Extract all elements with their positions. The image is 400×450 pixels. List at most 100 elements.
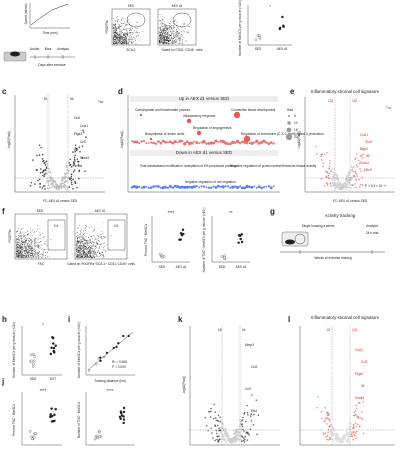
flow-event [89,246,91,248]
flow-event [89,250,90,252]
scatter-dot [339,188,341,190]
flow-event [158,36,160,38]
term-dot [243,186,247,190]
flow-event [164,39,165,41]
flow-event [92,241,93,242]
flow-event [27,254,29,256]
flow-event [160,34,162,35]
scatter-dot [40,146,42,149]
flow-event [21,228,22,230]
flow-event [83,252,85,254]
flow-event [80,234,82,235]
flow-event [36,230,38,232]
term-dot [198,142,201,145]
flow-event [113,32,115,34]
term-dot [200,185,203,188]
flow-event [116,43,117,44]
term-dot [161,186,165,190]
flow-event [27,248,29,250]
flow-event [27,244,28,245]
flow-event [28,240,30,241]
term-dot [245,184,249,189]
significance: **** [168,210,175,215]
flow-event [175,41,177,42]
flow-event [78,242,79,244]
flow-event [91,242,92,244]
scatter-dot [215,432,218,435]
scatter-dot [212,437,214,439]
flow-event [133,37,135,38]
scatter-dot [65,173,67,175]
flow-event [23,255,25,257]
label: EXT [50,377,56,381]
flow-event [115,24,116,26]
sample-dot [281,15,284,19]
flow-event [76,244,78,246]
flow-event [99,246,101,248]
flow-event [24,251,25,252]
flow-event [15,253,17,255]
flow-event [91,250,93,252]
flow-event [158,31,160,33]
term-dot [205,142,208,145]
flow-event [20,252,22,254]
flow-event [30,244,31,245]
scatter-dot [224,433,227,436]
flow-event [21,251,23,253]
scatter-dot [333,442,335,444]
flow-event [126,31,128,33]
flow-event [21,254,23,256]
scatter-dot [327,418,330,420]
scatter-dot [332,184,335,187]
flow-event [163,37,165,39]
scatter-dot [249,428,252,431]
flow-event [116,40,118,42]
flow-event [82,245,84,247]
flow-event [176,36,178,37]
flow-event [170,30,171,32]
flow-event [97,256,98,258]
flow-event [77,254,78,255]
flow-event [183,36,185,38]
flow-event [171,32,173,34]
flow-event [87,248,88,249]
scatter-dot [72,151,74,153]
scatter-dot [360,154,363,157]
term-dot [147,142,150,144]
flow-event [117,23,119,25]
label: SED [37,209,44,213]
sample-dot [99,359,102,362]
scatter-dot [219,426,222,429]
scatter-dot [354,170,357,173]
flow-event [80,231,81,232]
scatter-dot [42,185,45,187]
flow-event [93,228,95,230]
flow-event [78,252,80,253]
flow-event [30,242,32,244]
flow-event [85,236,87,238]
scatter-dot [332,176,334,178]
flow-event [35,250,36,252]
term-dot [224,185,227,188]
flow-event [19,250,21,252]
flow-event [115,28,116,29]
flow-event [176,22,177,24]
term-dot [140,186,143,189]
flow-event [115,20,116,21]
flow-event [121,33,123,34]
flow-event [89,240,91,242]
term-dot [188,185,191,189]
flow-event [88,243,90,244]
scatter-dot [238,425,241,428]
flow-event [173,27,175,28]
flow-event [90,255,92,257]
flow-event [77,250,79,252]
flow-event [37,245,39,247]
flow-event [163,28,164,30]
scatter-dot [50,186,53,189]
scatter-dot [247,414,249,416]
scatter-dot [67,169,70,172]
flow-event [117,27,119,28]
gate-value: 3.5 [114,224,119,228]
sample-dot [122,410,126,414]
